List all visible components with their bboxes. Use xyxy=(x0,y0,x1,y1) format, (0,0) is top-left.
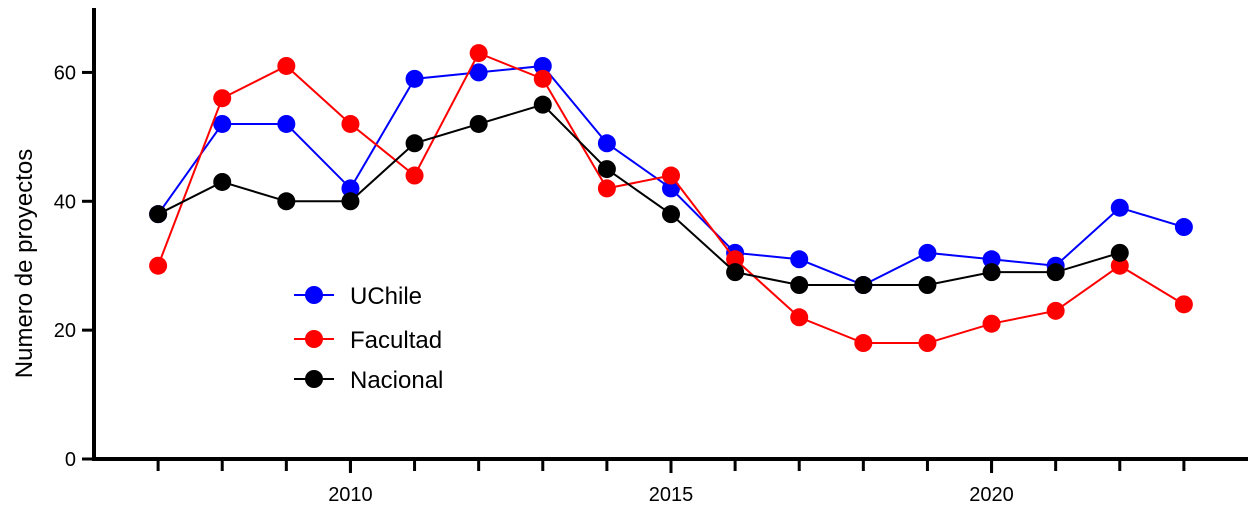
legend-label: Facultad xyxy=(350,327,442,354)
series-layer xyxy=(149,44,1193,353)
data-point xyxy=(1174,218,1193,237)
data-point xyxy=(662,205,680,224)
data-point xyxy=(918,334,937,353)
data-point xyxy=(790,276,809,295)
y-axis-ticks: 0 20 40 60 xyxy=(54,62,94,471)
data-point xyxy=(918,276,937,295)
legend-item: Facultad xyxy=(294,327,442,354)
data-point xyxy=(662,179,680,198)
legend-item: Nacional xyxy=(294,367,443,394)
y-tick-label: 60 xyxy=(54,62,76,84)
data-point xyxy=(854,276,873,295)
data-point xyxy=(469,114,488,133)
data-point xyxy=(662,166,680,185)
y-tick-label: 20 xyxy=(54,320,76,342)
data-point xyxy=(213,114,232,133)
data-point xyxy=(341,192,360,211)
legend-label: UChile xyxy=(350,283,422,310)
data-point xyxy=(213,172,232,191)
y-axis-label: Numero de proyectos xyxy=(11,149,38,378)
data-point xyxy=(597,160,616,179)
data-point xyxy=(533,69,552,88)
data-point xyxy=(726,250,745,269)
legend: UChile Facultad Nacional xyxy=(294,283,443,394)
data-point xyxy=(341,179,360,198)
data-point xyxy=(982,250,1001,269)
x-tick-label: 2020 xyxy=(969,484,1014,506)
data-point xyxy=(982,263,1001,282)
data-point xyxy=(597,179,616,198)
legend-swatch-marker xyxy=(305,370,323,388)
data-point xyxy=(790,308,809,327)
data-point xyxy=(1174,295,1193,314)
data-point xyxy=(405,69,424,88)
data-point xyxy=(405,166,424,185)
y-tick-label: 0 xyxy=(65,449,76,471)
data-point xyxy=(1046,301,1065,320)
series-line xyxy=(157,103,1121,287)
data-point xyxy=(1046,263,1065,282)
data-point xyxy=(213,89,232,108)
data-point xyxy=(149,205,168,224)
data-point xyxy=(341,114,360,133)
data-point xyxy=(1110,243,1129,262)
series-facultad xyxy=(149,44,1193,353)
data-point xyxy=(1110,256,1129,275)
data-point xyxy=(277,114,296,133)
x-axis-ticks: 2010 2015 2020 xyxy=(156,459,1186,506)
series-nacional xyxy=(149,95,1129,295)
data-point xyxy=(405,134,424,153)
x-tick-label: 2015 xyxy=(649,484,694,506)
data-point xyxy=(918,243,937,262)
data-point xyxy=(469,44,488,63)
y-tick-label: 40 xyxy=(54,191,76,213)
data-point xyxy=(1110,198,1129,217)
legend-swatch-marker xyxy=(305,330,323,348)
data-point xyxy=(277,192,296,211)
data-point xyxy=(854,334,873,353)
data-point xyxy=(533,56,552,75)
data-point xyxy=(149,256,168,275)
legend-item: UChile xyxy=(294,283,422,310)
legend-swatch-marker xyxy=(305,286,323,304)
data-point xyxy=(790,250,809,269)
data-point xyxy=(533,95,552,114)
x-tick-label: 2010 xyxy=(328,484,373,506)
data-point xyxy=(469,63,488,82)
legend-label: Nacional xyxy=(350,367,443,394)
data-point xyxy=(982,314,1001,333)
data-point xyxy=(726,263,745,282)
data-point xyxy=(277,56,296,75)
data-point xyxy=(597,134,616,153)
